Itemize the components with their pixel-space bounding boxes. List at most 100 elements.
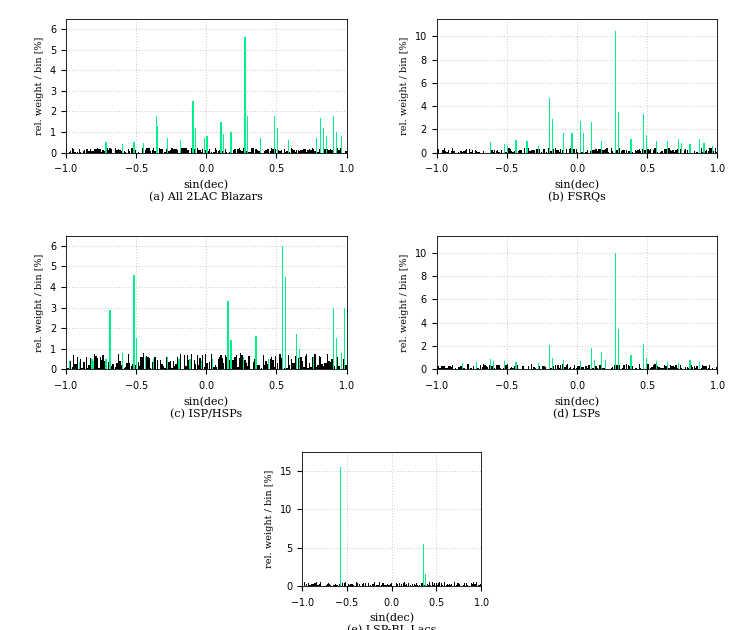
Bar — [509, 149, 511, 152]
Bar — [269, 151, 271, 152]
Bar — [313, 584, 314, 586]
Bar — [650, 149, 651, 152]
Bar — [337, 148, 338, 152]
Bar — [265, 361, 266, 369]
Bar — [592, 368, 594, 369]
Bar — [448, 365, 449, 369]
Bar — [362, 583, 363, 586]
Bar — [480, 365, 482, 369]
Bar — [133, 275, 135, 369]
Bar — [226, 357, 228, 369]
Bar — [168, 151, 170, 152]
Bar — [298, 358, 299, 369]
Bar — [378, 585, 379, 586]
Bar — [168, 362, 170, 369]
Bar — [605, 149, 606, 152]
Bar — [233, 149, 234, 152]
Bar — [77, 357, 78, 369]
Bar — [321, 364, 323, 369]
Bar — [613, 365, 615, 369]
Bar — [328, 583, 329, 586]
Bar — [570, 148, 571, 152]
Bar — [681, 143, 682, 152]
Bar — [283, 149, 285, 152]
Bar — [601, 352, 602, 369]
Bar — [327, 149, 329, 152]
Bar — [445, 151, 447, 152]
Bar — [72, 367, 73, 369]
Bar — [667, 362, 668, 369]
Bar — [560, 149, 561, 152]
Bar — [277, 128, 278, 152]
Bar — [490, 142, 491, 152]
Bar — [384, 585, 385, 586]
Bar — [152, 362, 153, 369]
Bar — [512, 368, 514, 369]
Bar — [122, 144, 124, 152]
Bar — [665, 149, 667, 152]
Bar — [676, 367, 678, 369]
Bar — [320, 357, 321, 369]
Bar — [627, 365, 629, 369]
Bar — [310, 367, 312, 369]
Bar — [400, 583, 401, 586]
Bar — [496, 365, 497, 369]
Bar — [194, 360, 195, 369]
Bar — [479, 585, 480, 586]
Bar — [531, 150, 532, 152]
Bar — [315, 138, 317, 152]
Bar — [560, 365, 561, 369]
Bar — [326, 364, 327, 369]
Bar — [708, 151, 709, 152]
Bar — [501, 150, 502, 152]
Bar — [163, 365, 164, 369]
Bar — [121, 365, 122, 369]
Bar — [498, 365, 500, 369]
Bar — [561, 364, 563, 369]
Bar — [78, 362, 80, 369]
Bar — [288, 140, 289, 152]
Bar — [462, 364, 463, 369]
Bar — [285, 277, 286, 369]
Bar — [647, 364, 649, 369]
Bar — [654, 149, 656, 152]
Bar — [490, 359, 491, 369]
Bar — [291, 148, 292, 152]
Bar — [149, 148, 150, 152]
Bar — [452, 148, 453, 152]
Bar — [604, 150, 605, 152]
Bar — [94, 149, 95, 152]
Bar — [483, 364, 485, 369]
Bar — [167, 138, 168, 152]
Bar — [202, 149, 203, 152]
Bar — [430, 585, 431, 586]
Bar — [460, 365, 462, 369]
Bar — [194, 149, 195, 152]
Bar — [646, 358, 647, 369]
Bar — [563, 360, 564, 369]
Bar — [154, 151, 156, 152]
Bar — [644, 150, 646, 152]
Bar — [282, 246, 283, 369]
Bar — [292, 149, 294, 152]
Bar — [303, 367, 305, 369]
Bar — [70, 361, 72, 369]
Bar — [653, 365, 654, 369]
Bar — [340, 567, 341, 586]
Bar — [100, 149, 101, 152]
Bar — [598, 149, 600, 152]
Bar — [657, 365, 658, 369]
Bar — [515, 362, 517, 369]
Bar — [80, 358, 81, 369]
Bar — [612, 367, 613, 369]
Bar — [237, 367, 239, 369]
Bar — [156, 115, 157, 152]
Bar — [408, 585, 409, 586]
Bar — [234, 149, 236, 152]
Bar — [643, 344, 644, 369]
Bar — [629, 366, 630, 369]
Bar — [102, 151, 104, 152]
Bar — [133, 142, 135, 152]
Bar — [605, 360, 606, 369]
Bar — [239, 147, 240, 152]
